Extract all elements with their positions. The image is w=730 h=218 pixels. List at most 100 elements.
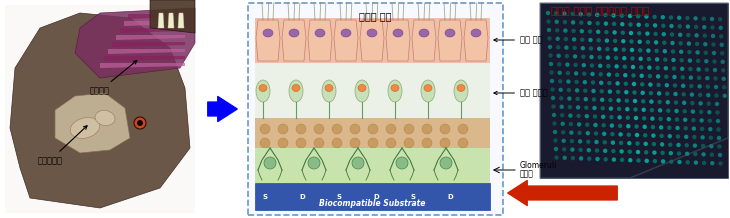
Circle shape xyxy=(590,63,594,68)
Circle shape xyxy=(296,138,306,148)
Circle shape xyxy=(687,50,691,54)
Circle shape xyxy=(641,99,645,104)
Text: S: S xyxy=(410,194,415,200)
Circle shape xyxy=(572,29,576,33)
Circle shape xyxy=(278,124,288,134)
Text: D: D xyxy=(447,194,453,200)
Circle shape xyxy=(589,46,593,51)
Circle shape xyxy=(628,14,632,18)
Circle shape xyxy=(702,17,706,21)
Circle shape xyxy=(596,30,600,34)
Polygon shape xyxy=(412,20,436,61)
Circle shape xyxy=(607,72,611,77)
Circle shape xyxy=(559,105,564,109)
Circle shape xyxy=(606,64,610,68)
Circle shape xyxy=(683,126,688,131)
Circle shape xyxy=(635,133,639,137)
Circle shape xyxy=(599,81,604,85)
Polygon shape xyxy=(308,20,332,61)
Text: 후각 상피: 후각 상피 xyxy=(494,36,542,44)
Ellipse shape xyxy=(358,85,366,92)
Circle shape xyxy=(592,97,596,102)
Circle shape xyxy=(669,15,673,20)
Circle shape xyxy=(686,33,691,37)
Circle shape xyxy=(566,71,570,75)
Circle shape xyxy=(556,37,560,41)
Circle shape xyxy=(681,83,685,88)
Circle shape xyxy=(646,40,650,44)
Text: Biocompatible Substrate: Biocompatible Substrate xyxy=(319,199,425,208)
Circle shape xyxy=(636,150,640,154)
Circle shape xyxy=(584,106,588,110)
Circle shape xyxy=(549,70,553,75)
Circle shape xyxy=(640,91,645,95)
Circle shape xyxy=(677,16,681,20)
Circle shape xyxy=(552,113,556,117)
Bar xyxy=(255,63,490,118)
Circle shape xyxy=(458,124,468,134)
Circle shape xyxy=(653,159,657,163)
Circle shape xyxy=(721,68,726,73)
Polygon shape xyxy=(5,5,195,213)
Circle shape xyxy=(689,84,694,88)
Circle shape xyxy=(675,109,679,113)
Circle shape xyxy=(563,156,567,160)
Circle shape xyxy=(548,45,552,49)
Circle shape xyxy=(620,31,625,35)
Circle shape xyxy=(648,82,653,87)
Ellipse shape xyxy=(424,85,432,92)
Circle shape xyxy=(597,47,602,51)
Circle shape xyxy=(568,105,572,109)
Circle shape xyxy=(661,15,665,19)
Circle shape xyxy=(678,33,683,37)
Circle shape xyxy=(667,126,672,130)
Circle shape xyxy=(642,108,646,112)
Circle shape xyxy=(656,74,661,79)
Circle shape xyxy=(579,20,583,25)
Circle shape xyxy=(660,142,664,146)
Circle shape xyxy=(661,24,666,28)
Circle shape xyxy=(718,144,722,149)
Circle shape xyxy=(553,138,558,143)
Circle shape xyxy=(702,25,707,29)
Circle shape xyxy=(566,88,571,92)
Circle shape xyxy=(656,83,661,87)
Circle shape xyxy=(350,138,360,148)
Circle shape xyxy=(659,134,664,138)
Circle shape xyxy=(604,38,609,43)
Circle shape xyxy=(611,149,615,153)
Circle shape xyxy=(580,37,585,42)
Circle shape xyxy=(629,39,634,44)
Circle shape xyxy=(623,82,628,86)
Bar xyxy=(540,3,728,178)
Circle shape xyxy=(627,141,631,145)
Circle shape xyxy=(578,139,583,144)
Circle shape xyxy=(636,14,640,19)
Circle shape xyxy=(548,36,552,41)
Circle shape xyxy=(386,138,396,148)
Circle shape xyxy=(705,76,710,80)
Circle shape xyxy=(696,59,700,63)
Circle shape xyxy=(675,117,679,122)
Circle shape xyxy=(664,75,669,79)
Circle shape xyxy=(567,96,572,101)
Ellipse shape xyxy=(355,80,369,102)
Circle shape xyxy=(618,124,622,128)
Circle shape xyxy=(638,48,642,53)
Circle shape xyxy=(690,92,694,97)
Circle shape xyxy=(580,46,585,50)
Circle shape xyxy=(661,151,665,155)
Circle shape xyxy=(573,54,577,59)
FancyBboxPatch shape xyxy=(248,3,503,215)
Polygon shape xyxy=(256,20,280,61)
Circle shape xyxy=(598,64,602,68)
Circle shape xyxy=(694,152,698,156)
Circle shape xyxy=(677,160,682,164)
Circle shape xyxy=(652,150,656,155)
Polygon shape xyxy=(55,93,130,153)
Circle shape xyxy=(687,41,691,46)
Circle shape xyxy=(314,124,324,134)
Text: 후각 수용기: 후각 수용기 xyxy=(494,89,548,97)
Ellipse shape xyxy=(454,80,468,102)
Circle shape xyxy=(593,114,597,119)
